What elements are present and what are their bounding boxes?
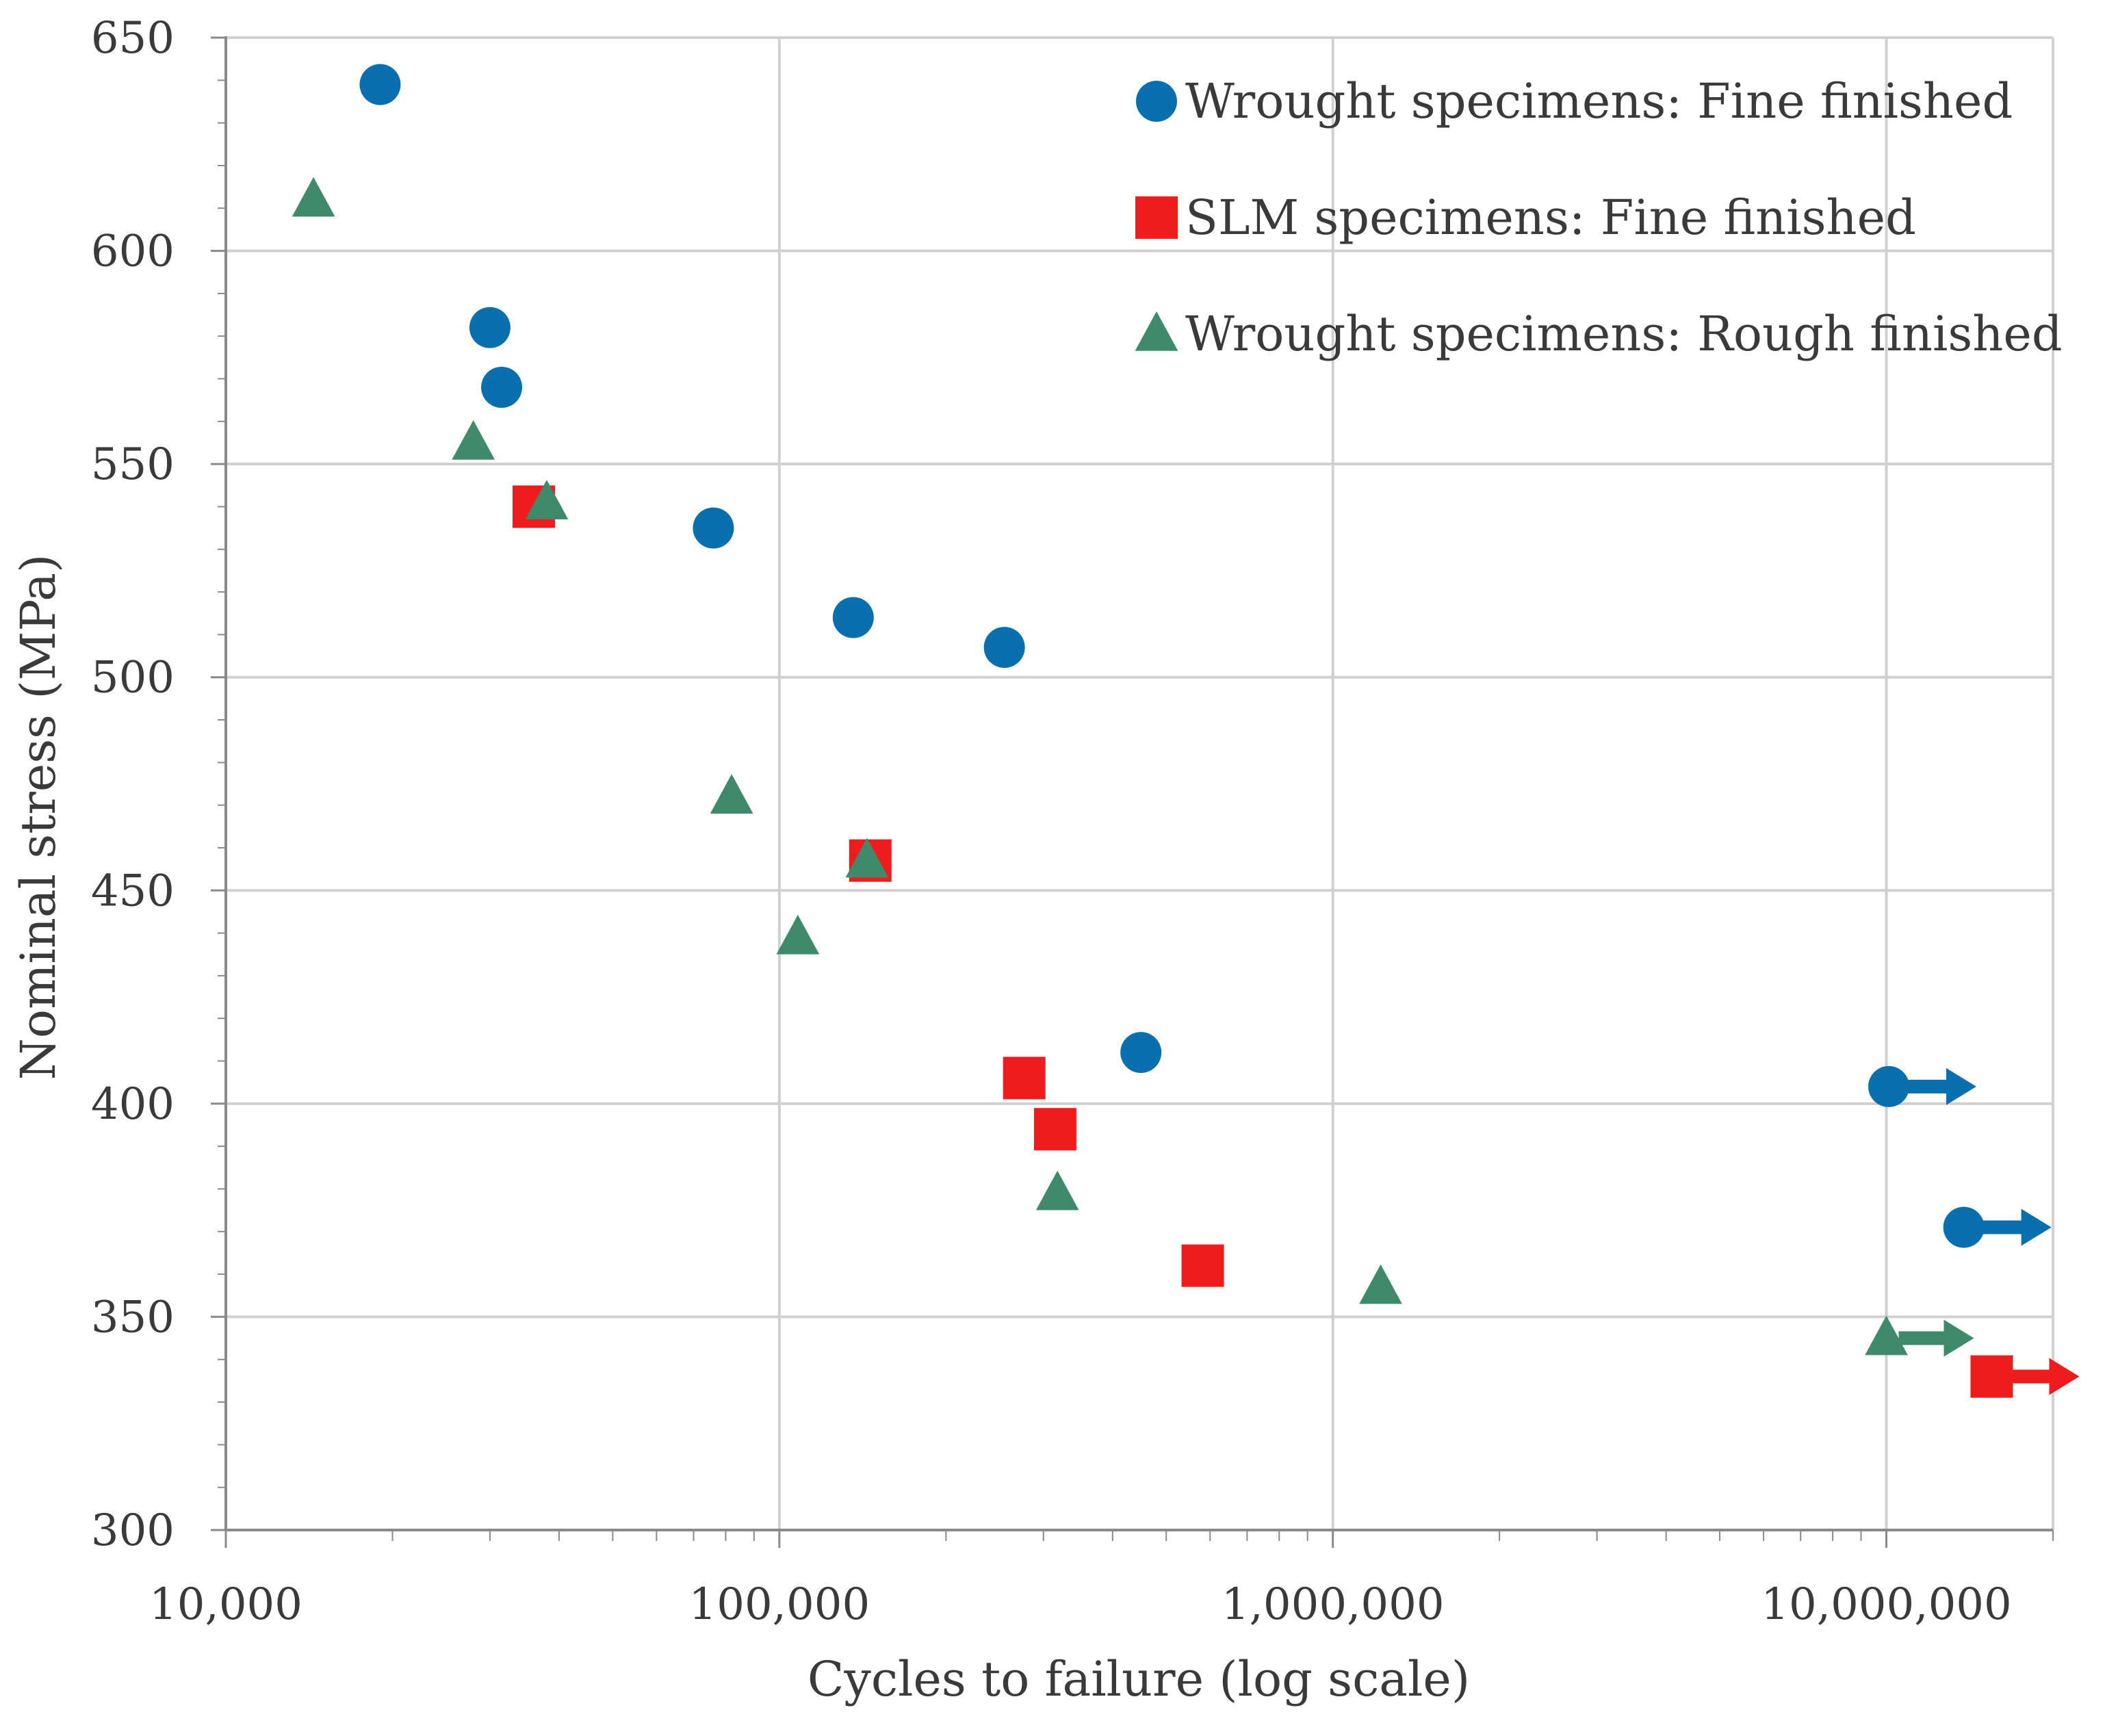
legend-label: SLM specimens: Fine finished: [1185, 190, 1916, 246]
data-point-square: [1181, 1244, 1224, 1287]
legend-label: Wrought specimens: Fine finished: [1185, 73, 2013, 129]
y-tick-label: 450: [91, 866, 175, 916]
y-axis-title: Nominal stress (MPa): [10, 554, 66, 1080]
runout-point-triangle: [1865, 1315, 1908, 1356]
runout-point-circle: [1943, 1206, 1985, 1248]
runout-arrow-head: [1946, 1067, 1977, 1105]
data-point-triangle: [776, 914, 820, 955]
y-tick-label: 500: [91, 653, 175, 703]
data-point-triangle: [845, 838, 889, 878]
data-point-square: [1033, 1108, 1076, 1151]
data-point-triangle: [525, 480, 569, 519]
data-point-circle: [983, 627, 1025, 669]
data-point-triangle: [452, 419, 495, 460]
legend-label: Wrought specimens: Rough finished: [1185, 306, 2063, 362]
data-point-circle: [481, 366, 523, 408]
data-point-triangle: [292, 177, 335, 217]
runout-arrow: [1976, 1208, 2052, 1246]
runout-arrow: [2004, 1358, 2080, 1395]
runout-arrow: [1901, 1067, 1977, 1105]
x-tick-label: 10,000,000: [1761, 1579, 2011, 1630]
runout-arrow-shaft: [1898, 1331, 1947, 1345]
runout-arrow-shaft: [1901, 1079, 1950, 1093]
data-point-circle: [693, 507, 734, 549]
x-axis-title: Cycles to failure (log scale): [808, 1651, 1470, 1707]
runout-arrow: [1898, 1319, 1974, 1357]
y-tick-label: 650: [91, 13, 175, 64]
data-point-circle: [832, 597, 874, 638]
data-point-circle: [469, 307, 511, 348]
runout-arrow-shaft: [1976, 1220, 2024, 1234]
data-points: [292, 64, 2080, 1398]
x-tick-label: 100,000: [689, 1579, 870, 1630]
tick-labels: 300 350 400 450 500 550 600 650 10,000 100,000 1,0…: [91, 13, 2012, 1630]
data-point-circle: [359, 64, 401, 105]
gridlines: [226, 36, 2054, 1530]
data-point-circle: [1120, 1032, 1162, 1074]
runout-arrow-head: [2049, 1358, 2080, 1395]
data-point-square: [1003, 1057, 1046, 1100]
runout-arrow-shaft: [2004, 1369, 2052, 1384]
legend-marker-triangle: [1135, 311, 1178, 351]
runout-arrow-head: [2021, 1208, 2052, 1246]
y-tick-label: 400: [91, 1079, 175, 1130]
y-tick-label: 550: [91, 439, 175, 490]
y-tick-label: 350: [91, 1292, 175, 1343]
x-tick-label: 10,000: [149, 1579, 302, 1630]
data-point-triangle: [1359, 1264, 1402, 1304]
data-point-triangle: [710, 774, 753, 814]
legend: Wrought specimens: Fine finished SLM spec…: [1135, 73, 2063, 362]
x-tick-label: 1,000,000: [1222, 1579, 1445, 1630]
legend-marker-circle: [1136, 81, 1177, 122]
data-point-triangle: [1035, 1170, 1079, 1210]
axes: [211, 36, 2054, 1548]
y-tick-label: 300: [91, 1505, 175, 1556]
runout-arrow-head: [1943, 1319, 1974, 1357]
runout-point-circle: [1868, 1065, 1910, 1107]
runout-point-square: [1970, 1355, 2013, 1398]
y-tick-label: 600: [91, 226, 175, 277]
legend-marker-square: [1135, 196, 1178, 239]
